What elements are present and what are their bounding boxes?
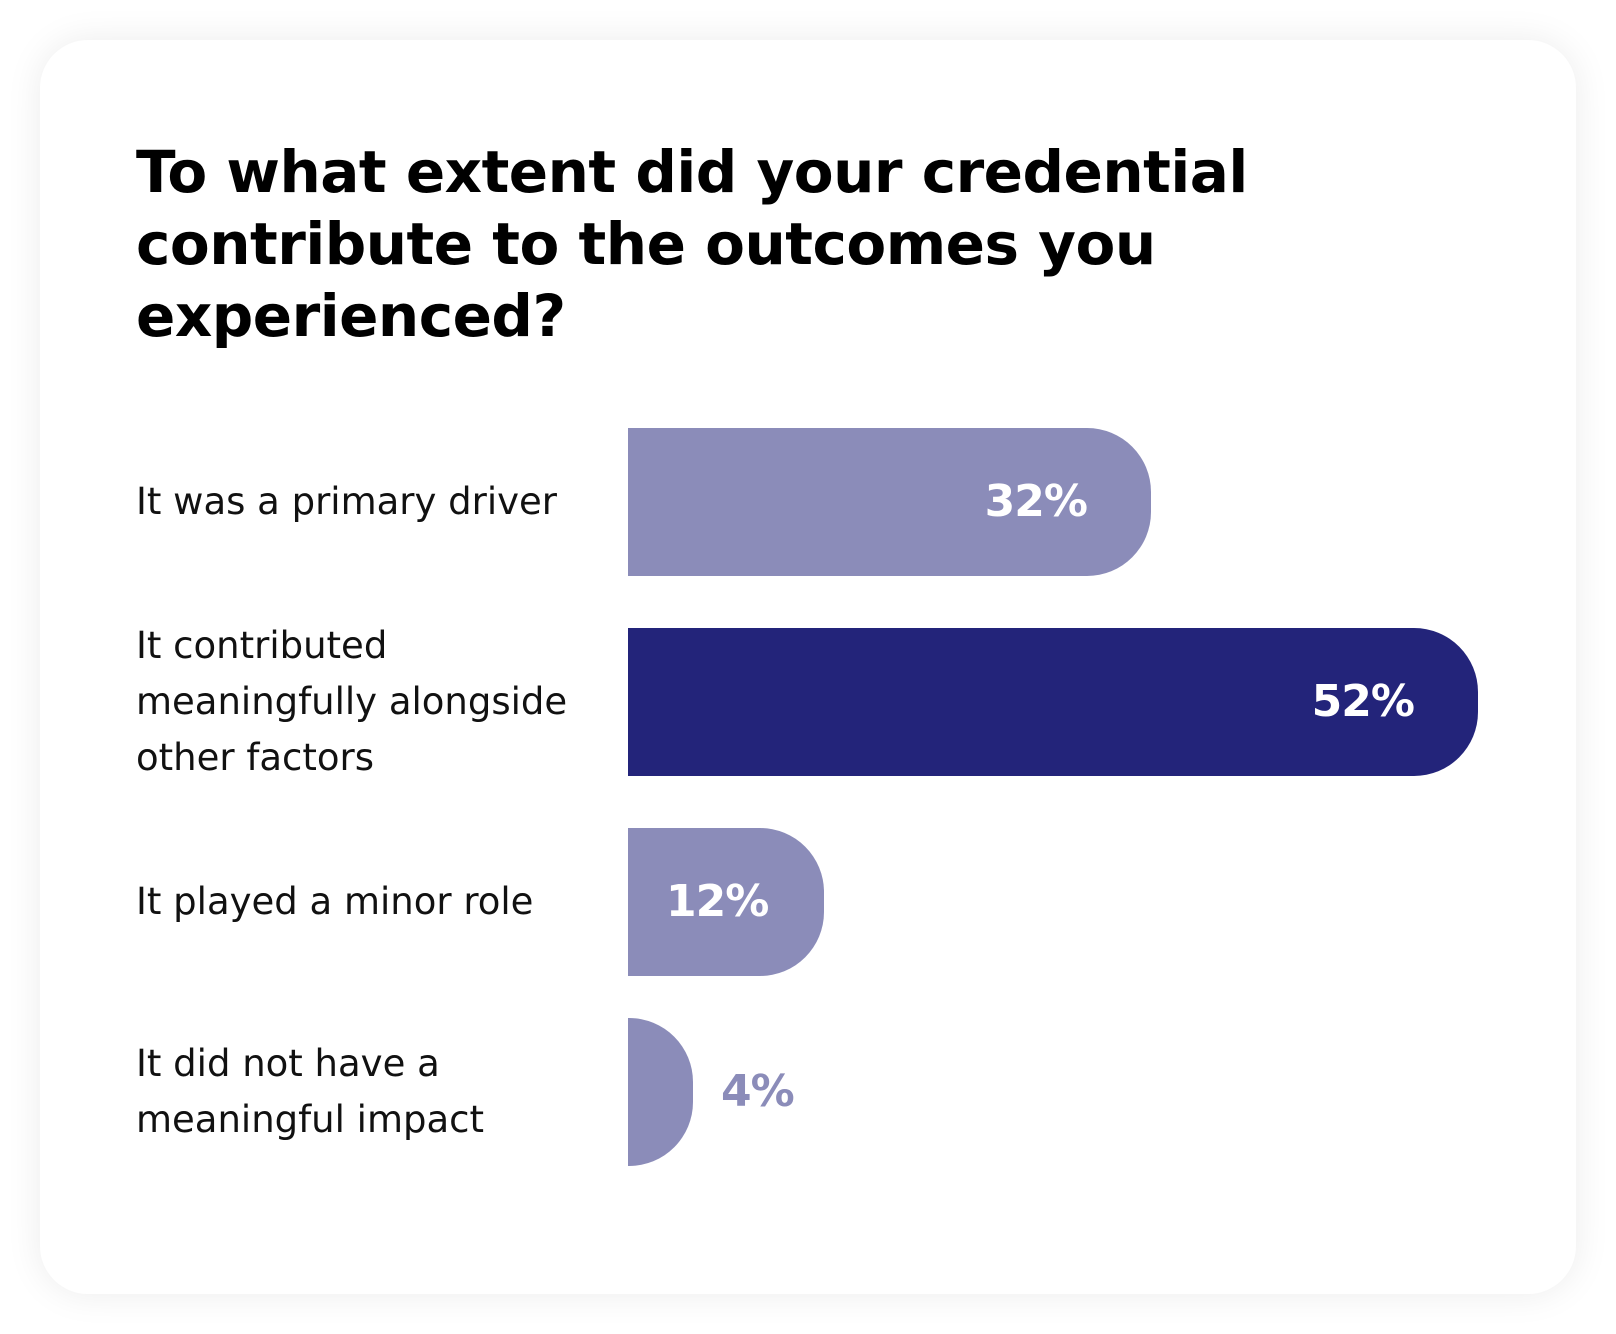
- bar: [628, 828, 824, 976]
- chart-title: To what extent did your credential contr…: [136, 138, 1248, 350]
- bar: [628, 1018, 693, 1166]
- bar: [628, 428, 1151, 576]
- category-label: It played a minor role: [136, 880, 534, 923]
- category-label: It was a primary driver: [136, 480, 558, 523]
- bar: [628, 628, 1478, 776]
- value-label: 4%: [721, 1066, 795, 1117]
- value-label: 12%: [666, 876, 769, 927]
- category-label: It contributed meaningfully alongside ot…: [136, 624, 568, 779]
- value-label: 32%: [984, 476, 1088, 527]
- chart-card: To what extent did your credential contr…: [40, 40, 1576, 1294]
- category-label: It did not have a meaningful impact: [136, 1042, 484, 1141]
- value-label: 52%: [1311, 676, 1415, 727]
